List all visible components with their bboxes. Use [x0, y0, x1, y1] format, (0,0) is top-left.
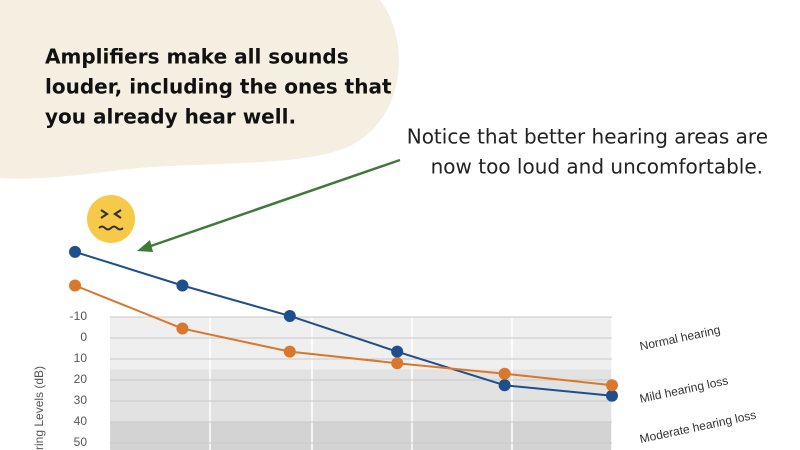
bubble-line: louder, including the ones that	[45, 75, 392, 99]
y-tick-label: -10	[70, 309, 88, 323]
annotation-line: now too loud and uncomfortable.	[431, 155, 763, 179]
emoji	[87, 195, 135, 243]
series-line	[74, 284, 613, 387]
band-label: Moderate hearing loss	[638, 408, 757, 446]
annotation-line: Notice that better hearing areas are	[407, 125, 768, 149]
point	[69, 245, 81, 258]
band	[110, 369, 612, 422]
y-tick-label: 20	[74, 372, 88, 386]
y-tick-label: 10	[74, 351, 88, 365]
y-tick-label: 30	[74, 393, 88, 407]
series-line	[74, 250, 613, 397]
y-tick-label: 50	[74, 435, 88, 449]
bubble-line: Amplifiers make all sounds	[45, 45, 349, 69]
band-label: Normal hearing	[638, 323, 721, 354]
y-axis-label: ring Levels (dB)	[32, 366, 46, 450]
speech-blob	[0, 0, 399, 179]
point	[498, 367, 511, 380]
point	[606, 379, 618, 392]
point	[176, 279, 189, 292]
point	[69, 279, 81, 292]
arrow	[137, 158, 401, 252]
point	[498, 379, 511, 392]
y-tick-label: 40	[74, 414, 88, 428]
point	[176, 322, 189, 335]
band-label: Mild hearing loss	[638, 373, 729, 405]
point	[606, 389, 618, 402]
bubble-line: you already hear well.	[45, 105, 296, 129]
point	[283, 309, 296, 322]
point	[391, 345, 404, 358]
point	[283, 345, 296, 358]
band	[110, 422, 612, 450]
plot: Normal hearing Mild hearing lossModerate …	[32, 245, 757, 450]
band	[110, 317, 612, 370]
point	[391, 357, 404, 370]
y-tick-label: 0	[80, 330, 87, 344]
